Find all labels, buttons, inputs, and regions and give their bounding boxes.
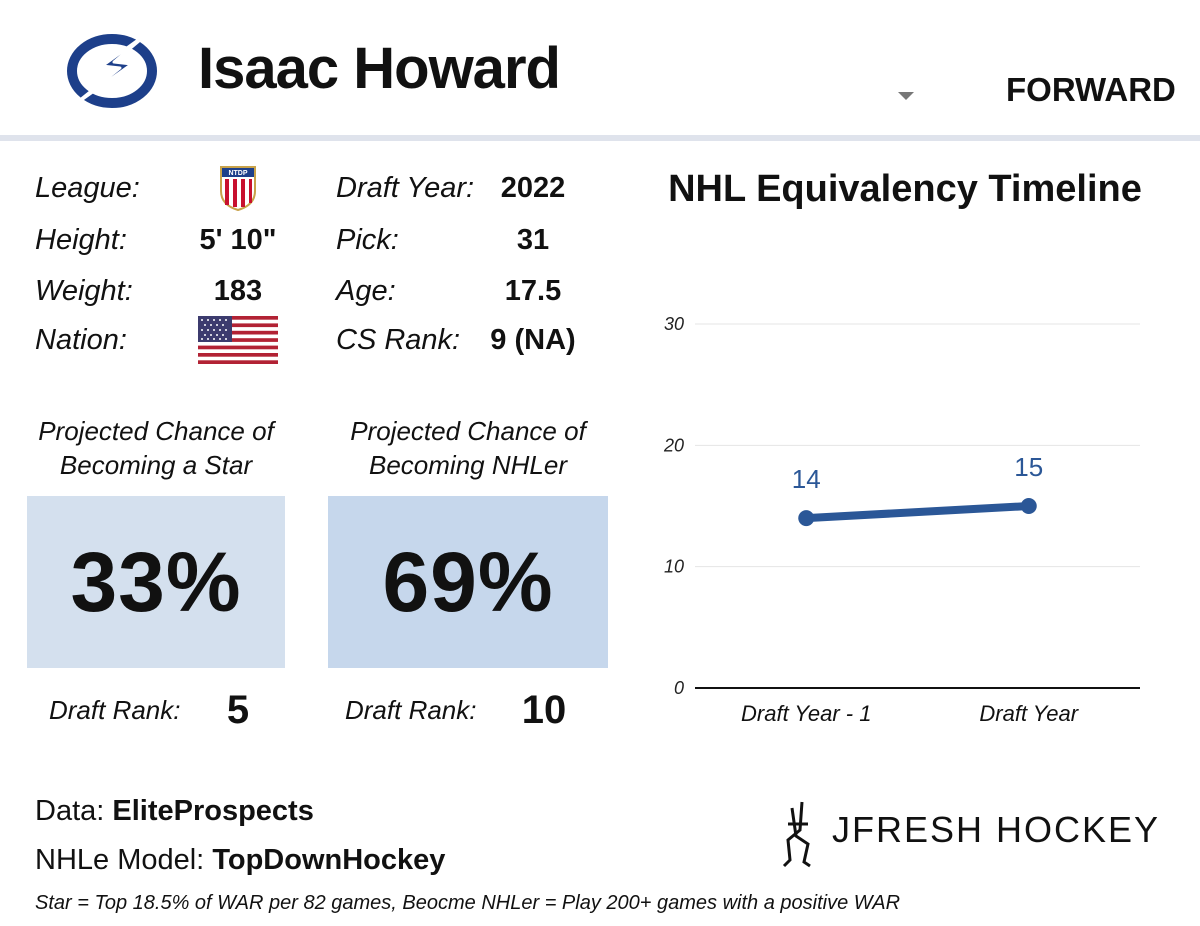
y-tick-label: 0 xyxy=(674,678,684,698)
nhler-caption-line2: Becoming NHLer xyxy=(369,450,567,480)
chevron-down-icon[interactable] xyxy=(898,92,914,100)
svg-text:NTDP: NTDP xyxy=(228,170,247,177)
x-tick-label: Draft Year xyxy=(979,701,1079,726)
league-label: League: xyxy=(35,172,140,204)
weight-label: Weight: xyxy=(35,275,133,307)
height-value: 5' 10" xyxy=(199,224,277,256)
x-tick-label: Draft Year - 1 xyxy=(741,701,871,726)
nation-label: Nation: xyxy=(35,324,127,356)
nhler-draft-rank-value: 10 xyxy=(521,688,567,732)
y-tick-label: 20 xyxy=(663,435,684,455)
pick-label: Pick: xyxy=(336,224,399,256)
model-source-name: TopDownHockey xyxy=(212,844,446,876)
usa-flag-icon xyxy=(198,316,278,364)
draft-year-label: Draft Year: xyxy=(336,172,475,204)
model-source-line: NHLe Model: TopDownHockey xyxy=(35,846,445,875)
y-tick-label: 30 xyxy=(664,314,684,334)
cs-rank-value: 9 (NA) xyxy=(490,324,576,356)
star-caption-line1: Projected Chance of xyxy=(38,416,274,446)
data-source-name: EliteProspects xyxy=(112,795,314,827)
lightning-bolt-logo-icon xyxy=(67,28,157,110)
position-label: FORWARD xyxy=(1006,71,1176,108)
hockey-sticks-logo-icon xyxy=(782,801,811,868)
nhle-line-chart: 0 10 20 30 Draft Year - 1 Draft Year 14 15 xyxy=(663,314,1140,726)
height-label: Height: xyxy=(35,224,127,256)
data-point xyxy=(1020,498,1037,514)
header-divider xyxy=(0,135,1200,141)
nhler-caption-line1: Projected Chance of xyxy=(350,416,586,446)
model-source-prefix: NHLe Model: xyxy=(35,844,213,876)
pick-value: 31 xyxy=(516,224,550,256)
nhler-projection-caption: Projected Chance of Becoming NHLer xyxy=(328,414,608,482)
data-point xyxy=(798,510,815,527)
age-label: Age: xyxy=(336,275,396,307)
chart-title: NHL Equivalency Timeline xyxy=(668,168,1142,210)
y-tick-label: 10 xyxy=(664,557,684,577)
data-source-prefix: Data: xyxy=(35,795,113,827)
nhler-draft-rank-label: Draft Rank: xyxy=(345,695,477,725)
draft-year-value: 2022 xyxy=(500,172,566,204)
data-source-line: Data: EliteProspects xyxy=(35,797,314,826)
star-projection-value: 33% xyxy=(27,496,285,668)
nhler-projection-value: 69% xyxy=(328,496,608,668)
star-draft-rank-value: 5 xyxy=(226,688,250,732)
age-value: 17.5 xyxy=(504,275,562,307)
star-draft-rank-label: Draft Rank: xyxy=(49,695,181,725)
player-name: Isaac Howard xyxy=(198,36,561,101)
footnote: Star = Top 18.5% of WAR per 82 games, Be… xyxy=(35,892,901,914)
data-label: 14 xyxy=(792,464,821,494)
ntdp-crest-icon: NTDP xyxy=(220,166,256,211)
series-line xyxy=(802,502,1033,523)
weight-value: 183 xyxy=(213,275,263,307)
brand-name: JFRESH HOCKEY xyxy=(832,809,1161,850)
star-projection-caption: Projected Chance of Becoming a Star xyxy=(27,414,285,482)
star-caption-line2: Becoming a Star xyxy=(59,450,253,480)
cs-rank-label: CS Rank: xyxy=(336,324,461,356)
data-label: 15 xyxy=(1014,452,1043,482)
